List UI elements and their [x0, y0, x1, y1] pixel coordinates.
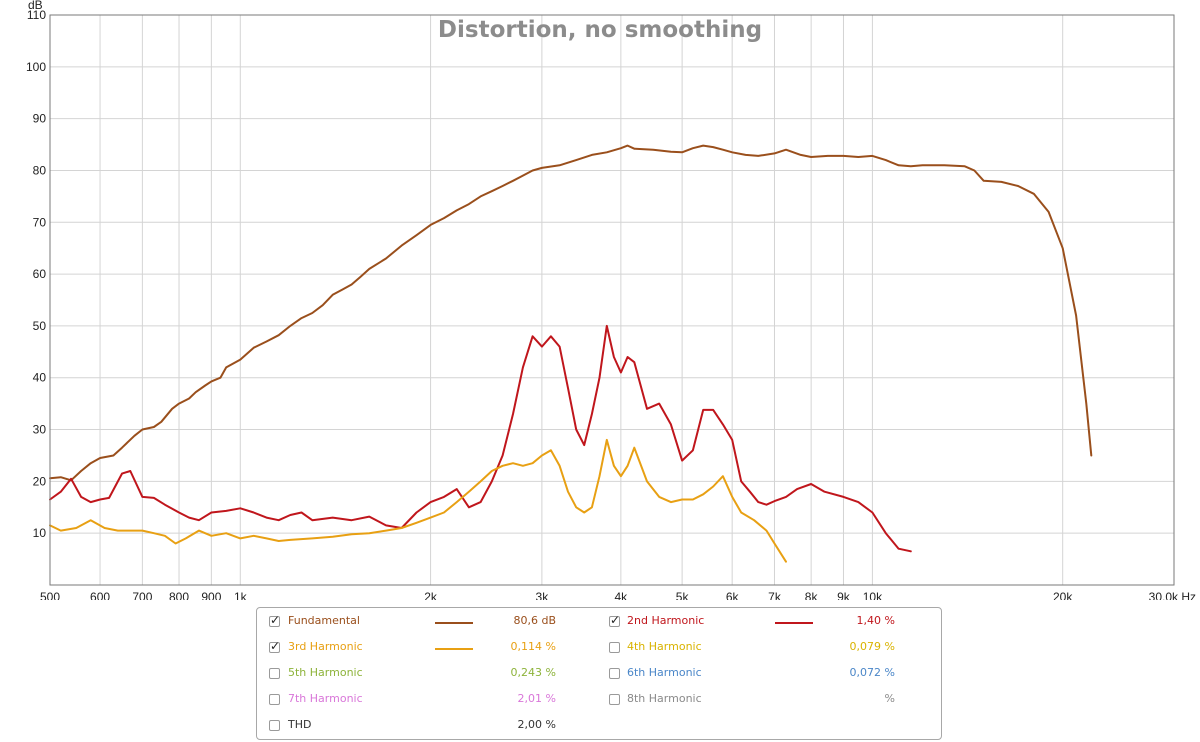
- legend-label: 3rd Harmonic: [288, 640, 363, 653]
- x-tick-label: 8k: [805, 590, 819, 600]
- legend-label: Fundamental: [288, 614, 360, 627]
- y-tick-label: 20: [33, 474, 47, 488]
- legend-label: 5th Harmonic: [288, 666, 363, 679]
- x-tick-label: 5k: [676, 590, 690, 600]
- x-tick-label: 700: [132, 590, 152, 600]
- legend-label: 4th Harmonic: [627, 640, 702, 653]
- checkbox-8th-harmonic[interactable]: [609, 694, 620, 705]
- x-tick-label: 10k: [863, 590, 883, 600]
- legend-item-8th-harmonic: 8th Harmonic%: [257, 691, 943, 711]
- x-tick-labels: 500 600 700 800 900 1k 2k 3k 4k 5k 6k 7k 8k 9k 10k 20k 3…: [40, 590, 1196, 600]
- legend-item-7th-harmonic: 7th Harmonic 2,01 %: [257, 691, 943, 711]
- legend-item-4th-harmonic: 4th Harmonic 0,079 %: [257, 639, 943, 659]
- y-tick-label: 70: [33, 215, 47, 229]
- checkbox-3rd-harmonic[interactable]: ✓: [269, 639, 281, 653]
- x-tick-label: 20k: [1053, 590, 1073, 600]
- y-tick-label: 110: [27, 8, 46, 22]
- x-tick-label: 7k: [768, 590, 782, 600]
- legend-item-3rd-harmonic: ✓ 3rd Harmonic 0,114 %: [257, 639, 943, 659]
- legend-value: 1,40 %: [856, 614, 895, 627]
- legend-item-thd: THD 2,00 %: [257, 717, 943, 737]
- legend-value: 0,072 %: [849, 666, 895, 679]
- x-tick-label: 500: [40, 590, 60, 600]
- legend-value: 2,00 %: [517, 718, 556, 731]
- legend-label: THD: [288, 718, 312, 731]
- plot-area-border: [49, 14, 1175, 586]
- checkbox-fundamental[interactable]: ✓: [269, 613, 281, 627]
- distortion-chart: 10 20 30 40 50 60 70 80 90 100 110 500 600 700 800 900…: [26, 0, 1196, 600]
- legend-label: 6th Harmonic: [627, 666, 702, 679]
- x-tick-label: 3k: [536, 590, 550, 600]
- legend-value: %: [884, 692, 895, 705]
- y-tick-labels: 10 20 30 40 50 60 70 80 90 100 110: [26, 8, 46, 540]
- x-tick-label: 900: [201, 590, 221, 600]
- x-tick-label: 4k: [615, 590, 629, 600]
- x-tick-label: 800: [169, 590, 189, 600]
- legend-value: 0,079 %: [849, 640, 895, 653]
- plot-area-background: [50, 15, 1174, 585]
- x-tick-label: 30,0k Hz: [1149, 590, 1196, 600]
- x-tick-label: 1k: [234, 590, 248, 600]
- y-tick-label: 40: [33, 371, 47, 385]
- checkmark-icon: ✓: [270, 613, 281, 627]
- series-line-fundamental: [49, 144, 1093, 482]
- checkbox-4th-harmonic[interactable]: [609, 642, 620, 653]
- x-tick-label: 600: [90, 590, 110, 600]
- checkmark-icon: ✓: [610, 613, 621, 627]
- y-axis-label: dB: [28, 0, 43, 12]
- series-line-2nd-harmonic: [49, 324, 912, 553]
- checkbox-2nd-harmonic[interactable]: ✓: [609, 613, 621, 627]
- y-tick-label: 100: [26, 60, 46, 74]
- legend-line-swatch: [435, 648, 473, 650]
- x-tick-label: 9k: [837, 590, 851, 600]
- x-tick-label: 2k: [424, 590, 438, 600]
- series-lines: [49, 144, 1093, 563]
- checkbox-7th-harmonic[interactable]: [269, 694, 280, 705]
- legend-label: 7th Harmonic: [288, 692, 363, 705]
- grid-lines: [50, 15, 1174, 585]
- y-tick-label: 10: [33, 526, 47, 540]
- chart-title: Distortion, no smoothing: [438, 17, 762, 43]
- legend-item-fundamental: ✓ Fundamental 80,6 dB: [257, 613, 943, 633]
- legend-value: 2,01 %: [517, 692, 556, 705]
- y-tick-label: 60: [33, 267, 47, 281]
- legend-line-swatch: [775, 622, 813, 624]
- y-tick-label: 80: [33, 163, 47, 177]
- legend-item-2nd-harmonic: ✓ 2nd Harmonic 1,40 %: [257, 613, 943, 633]
- legend-value: 0,243 %: [510, 666, 556, 679]
- y-tick-label: 30: [33, 423, 47, 437]
- legend-panel: ✓ Fundamental 80,6 dB ✓ 2nd Harmonic 1,40 % ✓ 3…: [256, 607, 942, 740]
- checkbox-thd[interactable]: [269, 720, 280, 731]
- checkbox-5th-harmonic[interactable]: [269, 668, 280, 679]
- legend-value: 0,114 %: [510, 640, 556, 653]
- legend-item-6th-harmonic: 6th Harmonic 0,072 %: [257, 665, 943, 685]
- legend-label: 8th Harmonic: [627, 692, 702, 705]
- checkbox-6th-harmonic[interactable]: [609, 668, 620, 679]
- x-tick-label: 6k: [726, 590, 740, 600]
- y-tick-label: 50: [33, 319, 47, 333]
- series-line-3rd-harmonic: [49, 438, 787, 563]
- y-tick-label: 90: [33, 112, 47, 126]
- legend-line-swatch: [435, 622, 473, 624]
- legend-value: 80,6 dB: [513, 614, 556, 627]
- checkmark-icon: ✓: [270, 639, 281, 653]
- legend-item-5th-harmonic: 5th Harmonic 0,243 %: [257, 665, 943, 685]
- legend-label: 2nd Harmonic: [627, 614, 705, 627]
